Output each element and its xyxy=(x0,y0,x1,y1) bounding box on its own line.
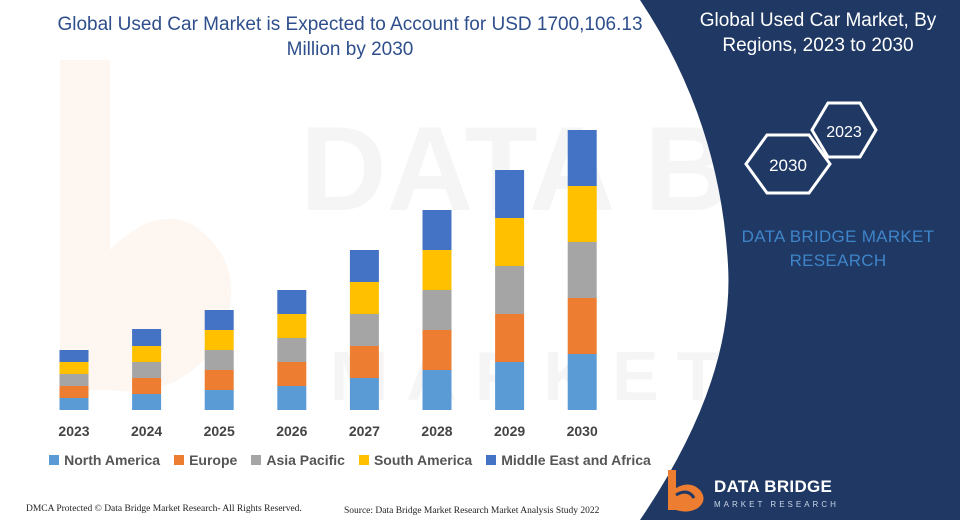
bar-2027-series-1 xyxy=(349,346,379,378)
bar-2023-series-2 xyxy=(59,374,89,386)
x-tick-label: 2028 xyxy=(421,423,452,439)
x-tick-label: 2029 xyxy=(494,423,525,439)
bar-2029-series-3 xyxy=(495,218,525,266)
bar-2024-series-4 xyxy=(132,329,162,346)
bar-2030-series-0 xyxy=(567,354,597,410)
bar-2027-series-2 xyxy=(349,314,379,346)
chart-plot xyxy=(59,130,597,410)
chart-title: Global Used Car Market is Expected to Ac… xyxy=(57,14,643,60)
bar-2030-series-3 xyxy=(567,186,597,242)
legend-swatch xyxy=(486,455,497,465)
legend-label: North America xyxy=(64,452,161,468)
footer-copyright: DMCA Protected © Data Bridge Market Rese… xyxy=(26,504,302,514)
hexagon-2030 xyxy=(744,133,832,195)
bar-2028-series-3 xyxy=(422,250,452,290)
chart-legend: North America Europe Asia Pacific South Ame… xyxy=(40,452,660,468)
x-tick-label: 2030 xyxy=(567,423,598,439)
legend-swatch xyxy=(49,455,60,465)
bar-2023-series-3 xyxy=(59,362,89,374)
bar-2027-series-3 xyxy=(349,282,379,314)
legend-item: North America xyxy=(49,452,160,468)
bar-2028-series-0 xyxy=(422,370,452,410)
legend-item: South America xyxy=(358,452,473,468)
right-panel xyxy=(640,0,960,520)
hexagon-2023-label: 2023 xyxy=(826,124,862,141)
x-tick-label: 2023 xyxy=(58,423,89,439)
logo-tagline: MARKET RESEARCH xyxy=(714,500,839,509)
x-tick-label: 2025 xyxy=(204,423,235,439)
x-tick-label: 2026 xyxy=(276,423,307,439)
bar-2026-series-4 xyxy=(277,290,307,314)
bar-2024-series-3 xyxy=(132,346,162,362)
footer-source: Source: Data Bridge Market Research Mark… xyxy=(344,506,600,516)
bar-2028-series-2 xyxy=(422,290,452,330)
legend-swatch xyxy=(251,455,262,465)
bar-2023-series-0 xyxy=(59,398,89,410)
bar-2025-series-1 xyxy=(204,370,234,390)
logo-icon xyxy=(668,470,704,512)
bar-2025-series-3 xyxy=(204,330,234,350)
bar-2029-series-2 xyxy=(495,266,525,314)
bar-2029-series-1 xyxy=(495,314,525,362)
bar-2028-series-4 xyxy=(422,210,452,250)
bar-2024-series-1 xyxy=(132,378,162,394)
bar-2025-series-2 xyxy=(204,350,234,370)
bar-2026-series-2 xyxy=(277,338,307,362)
bar-2030-series-1 xyxy=(567,298,597,354)
logo-name: DATA BRIDGE xyxy=(714,477,833,496)
bar-2030-series-4 xyxy=(567,130,597,186)
bar-2030-series-2 xyxy=(567,242,597,298)
legend-swatch xyxy=(174,455,185,465)
bar-2027-series-0 xyxy=(349,378,379,410)
bar-2028-series-1 xyxy=(422,330,452,370)
bar-2023-series-1 xyxy=(59,386,89,398)
legend-swatch xyxy=(358,455,369,465)
legend-label: Middle East and Africa xyxy=(501,452,651,468)
x-axis: 2023 2024 2025 2026 2027 2028 2029 2030 xyxy=(58,423,598,439)
logo: DATA BRIDGE MARKET RESEARCH xyxy=(714,478,839,514)
panel-title: Global Used Car Market, By Regions, 2023… xyxy=(699,10,937,56)
bar-2024-series-0 xyxy=(132,394,162,410)
bar-2024-series-2 xyxy=(132,362,162,378)
bar-2026-series-0 xyxy=(277,386,307,410)
x-tick-label: 2024 xyxy=(131,423,162,439)
legend-label: Europe xyxy=(189,452,238,468)
bar-2025-series-0 xyxy=(204,390,234,410)
legend-item: Asia Pacific xyxy=(251,452,345,468)
hexagon-2023 xyxy=(810,101,878,159)
hexagon-2030-label: 2030 xyxy=(769,156,807,175)
x-tick-label: 2027 xyxy=(349,423,380,439)
watermark-logo-shape xyxy=(60,60,232,392)
bar-2029-series-4 xyxy=(495,170,525,218)
panel-brand-text: DATA BRIDGE MARKET RESEARCH xyxy=(741,227,935,270)
bar-2027-series-4 xyxy=(349,250,379,282)
bar-2023-series-4 xyxy=(59,350,89,362)
bar-2029-series-0 xyxy=(495,362,525,410)
legend-label: South America xyxy=(373,452,473,468)
legend-item: Middle East and Africa xyxy=(486,452,651,468)
legend-label: Asia Pacific xyxy=(266,452,345,468)
bar-2026-series-1 xyxy=(277,362,307,386)
bar-2025-series-4 xyxy=(204,310,234,330)
legend-item: Europe xyxy=(174,452,237,468)
bar-2026-series-3 xyxy=(277,314,307,338)
